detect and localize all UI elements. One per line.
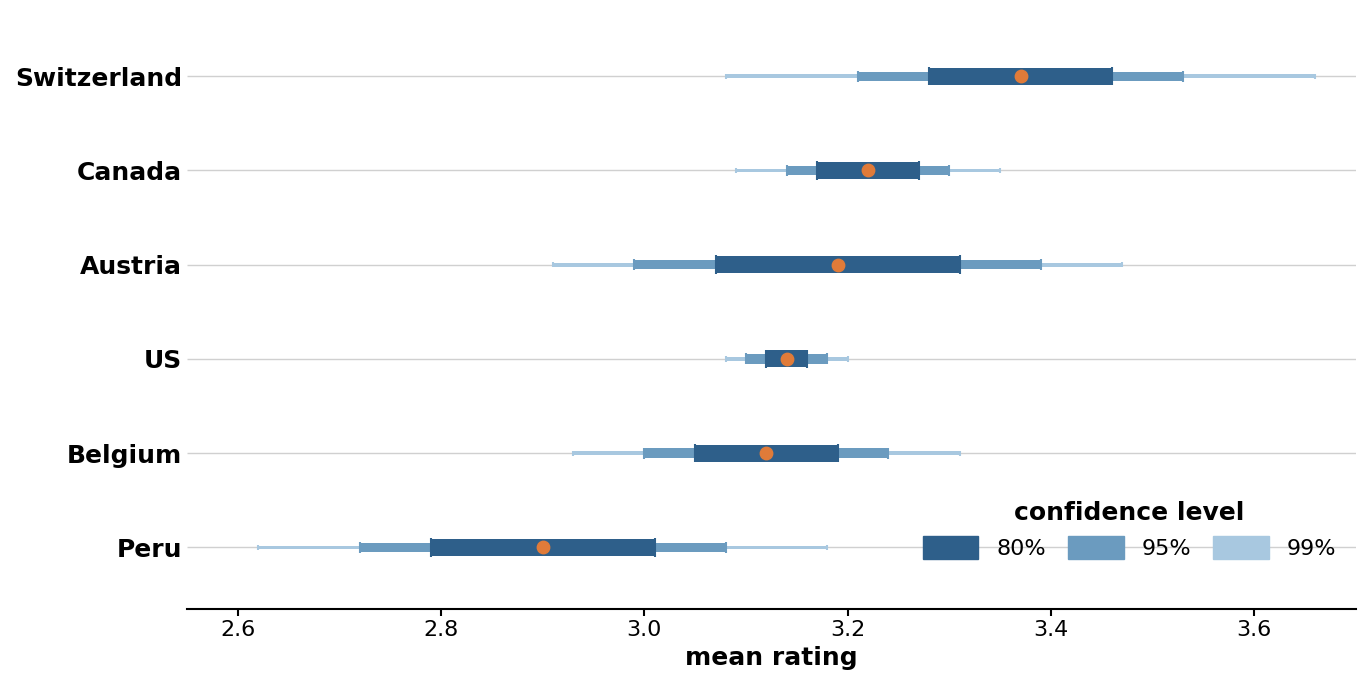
Point (776, 353, 798, 364)
Bar (746, 354, 828, 364)
Bar (553, 263, 1123, 266)
Bar (766, 351, 808, 367)
Bar (695, 445, 838, 462)
Legend: 80%, 95%, 99%: 80%, 95%, 99% (914, 492, 1345, 568)
Point (755, 448, 777, 459)
Bar (725, 75, 1315, 78)
Bar (736, 169, 1001, 173)
Bar (858, 71, 1183, 81)
Bar (359, 543, 725, 552)
Bar (725, 357, 847, 361)
Bar (258, 545, 828, 549)
Bar (787, 166, 949, 175)
Bar (644, 449, 888, 458)
Point (827, 259, 849, 270)
X-axis label: mean rating: mean rating (686, 646, 858, 670)
Bar (635, 260, 1041, 269)
Point (857, 165, 879, 176)
Bar (573, 451, 960, 455)
Point (1009, 71, 1031, 82)
Bar (430, 539, 654, 556)
Point (532, 542, 554, 553)
Bar (817, 162, 919, 179)
Bar (930, 68, 1112, 85)
Bar (716, 256, 960, 273)
